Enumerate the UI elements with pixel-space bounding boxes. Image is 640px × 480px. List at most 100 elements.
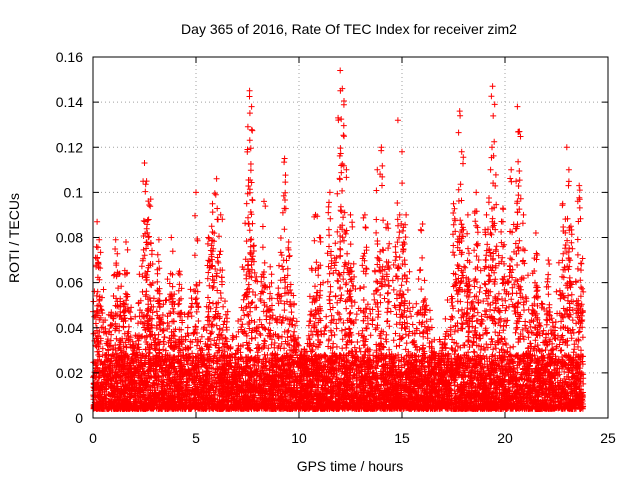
data-point xyxy=(408,313,415,320)
data-point xyxy=(339,187,346,194)
data-point xyxy=(278,340,285,347)
data-point xyxy=(514,324,521,331)
data-point xyxy=(459,306,465,313)
data-point xyxy=(521,307,527,314)
data-point xyxy=(334,228,341,235)
data-point xyxy=(574,236,581,243)
data-point xyxy=(495,319,502,326)
data-point xyxy=(387,308,394,315)
data-point xyxy=(377,292,384,298)
data-point xyxy=(384,305,391,312)
data-point xyxy=(290,342,297,349)
data-point xyxy=(307,318,314,325)
data-point xyxy=(396,254,403,261)
data-point xyxy=(322,324,329,331)
data-point xyxy=(333,325,340,332)
data-point xyxy=(508,296,515,303)
data-point xyxy=(275,285,282,292)
data-point xyxy=(552,335,559,342)
data-point xyxy=(393,343,400,350)
data-point xyxy=(373,229,380,236)
data-point xyxy=(122,290,129,297)
data-point xyxy=(188,295,195,302)
data-point xyxy=(513,250,520,257)
data-point xyxy=(393,311,400,318)
data-point xyxy=(509,274,516,281)
data-point xyxy=(553,288,560,295)
data-point xyxy=(121,330,128,337)
data-point xyxy=(160,301,167,308)
data-point xyxy=(516,237,523,244)
data-point xyxy=(561,294,568,301)
data-point xyxy=(562,242,569,248)
data-point xyxy=(92,320,99,327)
data-point xyxy=(337,238,344,245)
data-point xyxy=(384,309,391,316)
data-point xyxy=(277,249,284,256)
data-point xyxy=(287,281,294,288)
data-point xyxy=(345,325,352,332)
data-point xyxy=(392,330,399,337)
data-point xyxy=(464,320,471,327)
data-point xyxy=(338,292,345,299)
data-point xyxy=(305,322,312,329)
data-point xyxy=(493,243,500,250)
data-point xyxy=(394,239,401,246)
data-point xyxy=(94,357,101,364)
data-point xyxy=(159,312,166,318)
data-point xyxy=(549,347,556,353)
data-point xyxy=(218,295,225,302)
data-point xyxy=(458,267,465,274)
data-point xyxy=(483,330,490,337)
data-point xyxy=(577,277,584,284)
data-point xyxy=(462,264,469,271)
data-point xyxy=(348,303,355,309)
data-point xyxy=(492,226,499,233)
data-point xyxy=(578,312,585,319)
data-point xyxy=(404,287,411,293)
data-point xyxy=(482,325,489,332)
data-point xyxy=(365,320,371,327)
data-point xyxy=(558,318,565,325)
data-point xyxy=(248,300,255,306)
data-point xyxy=(335,270,342,277)
data-point xyxy=(317,281,324,288)
data-point xyxy=(503,349,510,356)
data-point xyxy=(328,329,335,335)
data-point xyxy=(148,251,155,258)
data-point xyxy=(392,257,399,264)
data-point xyxy=(367,332,374,339)
data-point xyxy=(452,323,459,330)
data-point xyxy=(254,344,261,351)
data-point xyxy=(278,252,285,259)
scatter-points xyxy=(90,67,587,412)
data-point xyxy=(308,308,315,315)
data-point xyxy=(519,326,526,333)
data-point xyxy=(424,335,431,342)
data-point xyxy=(242,220,249,227)
data-point xyxy=(512,329,519,336)
data-point xyxy=(545,291,552,298)
data-point xyxy=(195,318,202,324)
data-point xyxy=(257,332,264,339)
data-point xyxy=(253,345,260,352)
data-point xyxy=(375,255,382,262)
data-point xyxy=(561,311,568,318)
data-point xyxy=(353,311,360,318)
data-point xyxy=(351,299,358,306)
data-point xyxy=(381,295,388,302)
data-point xyxy=(334,309,341,316)
data-point xyxy=(160,338,167,345)
data-point xyxy=(364,301,371,308)
data-point xyxy=(340,214,347,221)
data-point xyxy=(452,348,459,355)
data-point xyxy=(184,313,191,320)
data-point xyxy=(239,321,246,328)
data-point xyxy=(480,298,487,305)
data-point xyxy=(356,285,363,292)
data-point xyxy=(216,393,223,400)
data-point xyxy=(110,315,117,322)
data-point xyxy=(580,288,587,295)
data-point xyxy=(373,365,380,372)
